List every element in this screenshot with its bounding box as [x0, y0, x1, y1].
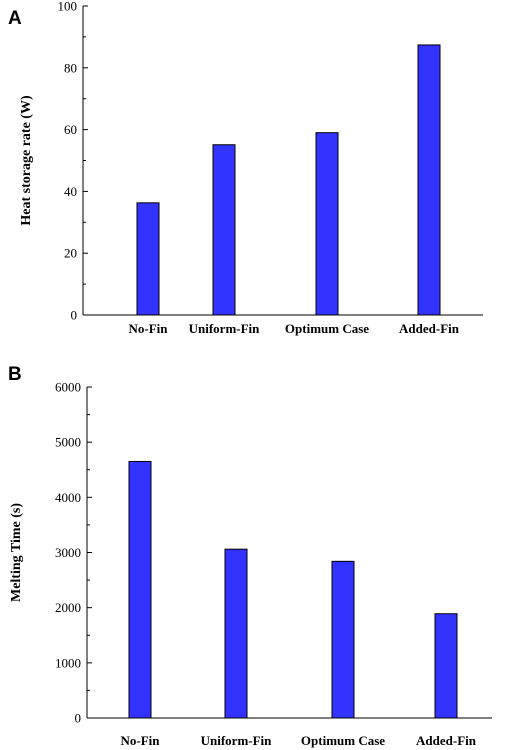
- panel-label: B: [8, 364, 22, 385]
- y-tick-label: 20: [64, 246, 77, 261]
- y-tick-label: 3000: [55, 545, 81, 560]
- bar-no-fin: [136, 202, 160, 316]
- y-axis-title: Melting Time (s): [9, 503, 24, 602]
- y-tick-label: 0: [75, 711, 82, 726]
- y-tick-label: 5000: [55, 435, 81, 450]
- y-tick-label: 80: [64, 60, 77, 75]
- bar-added-fin: [434, 613, 458, 719]
- x-category-label: No-Fin: [129, 321, 169, 336]
- bar-optimum-case: [331, 560, 355, 719]
- y-tick-label: 6000: [55, 380, 81, 395]
- bar-added-fin: [417, 44, 441, 316]
- y-axis-title: Heat storage rate (W): [19, 95, 34, 226]
- bar-uniform-fin: [212, 144, 236, 316]
- y-tick-label: 0: [71, 308, 78, 323]
- y-tick-label: 4000: [55, 490, 81, 505]
- y-tick-label: 40: [64, 184, 77, 199]
- x-category-label: Uniform-Fin: [201, 733, 273, 748]
- x-category-label: Optimum Case: [301, 733, 385, 748]
- x-category-label: Added-Fin: [416, 733, 477, 748]
- chart-panel-b: B 0 1000 2000 3000 4000 5000 6000 Melting Time (…: [8, 364, 492, 748]
- bar-no-fin: [128, 460, 152, 719]
- x-category-label: Optimum Case: [285, 321, 369, 336]
- bar-optimum-case: [315, 132, 339, 316]
- y-tick-label: 60: [64, 122, 77, 137]
- y-tick-label: 100: [58, 0, 78, 14]
- x-category-label: Added-Fin: [399, 321, 460, 336]
- x-category-label: No-Fin: [121, 733, 161, 748]
- chart-panel-a: A 0 20 40 60 80 100 Heat storage rate (W) No-Fin…: [8, 0, 483, 336]
- y-tick-label: 1000: [55, 655, 81, 670]
- x-category-label: Uniform-Fin: [189, 321, 261, 336]
- bar-uniform-fin: [224, 548, 248, 719]
- y-tick-label: 2000: [55, 600, 81, 615]
- panel-label: A: [8, 8, 22, 29]
